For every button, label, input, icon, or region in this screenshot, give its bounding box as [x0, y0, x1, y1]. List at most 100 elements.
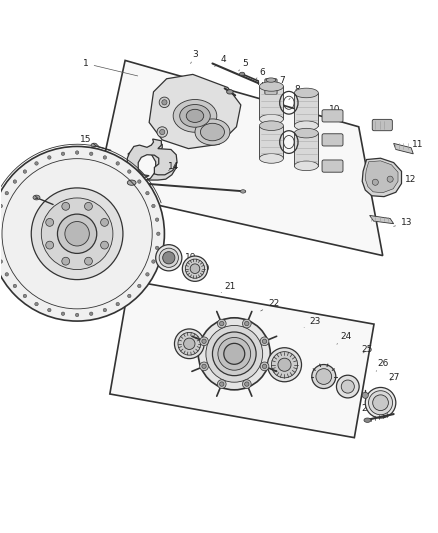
Circle shape	[152, 260, 155, 263]
Ellipse shape	[162, 252, 175, 264]
Ellipse shape	[206, 326, 263, 382]
Circle shape	[245, 321, 249, 326]
Polygon shape	[97, 60, 383, 256]
Text: 17: 17	[114, 209, 131, 219]
Circle shape	[260, 362, 269, 371]
Text: 27: 27	[388, 373, 399, 382]
Ellipse shape	[259, 154, 283, 163]
Ellipse shape	[259, 121, 283, 131]
Circle shape	[13, 284, 17, 288]
Circle shape	[103, 308, 106, 312]
Text: 15: 15	[80, 135, 99, 146]
Ellipse shape	[365, 387, 396, 418]
Circle shape	[101, 241, 109, 249]
Text: 10: 10	[326, 105, 340, 119]
Circle shape	[159, 130, 165, 135]
Ellipse shape	[368, 391, 392, 415]
Polygon shape	[259, 86, 283, 119]
Polygon shape	[149, 75, 241, 149]
Circle shape	[48, 308, 51, 312]
Text: 16: 16	[32, 192, 49, 203]
Circle shape	[116, 161, 120, 165]
Polygon shape	[127, 139, 177, 177]
Ellipse shape	[294, 121, 318, 131]
Text: 7: 7	[274, 76, 285, 90]
Ellipse shape	[240, 72, 245, 76]
Ellipse shape	[316, 369, 332, 384]
FancyBboxPatch shape	[322, 110, 343, 122]
Circle shape	[146, 272, 149, 276]
Ellipse shape	[336, 375, 359, 398]
Text: 11: 11	[405, 140, 424, 149]
Text: 22: 22	[261, 299, 279, 311]
FancyBboxPatch shape	[322, 160, 343, 172]
Circle shape	[89, 312, 93, 316]
Circle shape	[260, 337, 269, 346]
Circle shape	[262, 364, 267, 368]
Ellipse shape	[268, 348, 301, 382]
Circle shape	[89, 152, 93, 156]
Text: 1: 1	[83, 59, 138, 76]
Circle shape	[57, 214, 97, 253]
Circle shape	[65, 222, 89, 246]
Ellipse shape	[195, 119, 230, 145]
Circle shape	[46, 219, 53, 227]
Circle shape	[127, 294, 131, 298]
Circle shape	[62, 257, 70, 265]
Circle shape	[0, 204, 3, 208]
Polygon shape	[362, 158, 402, 197]
Circle shape	[387, 176, 393, 182]
Circle shape	[217, 379, 226, 389]
Text: 13: 13	[394, 219, 413, 228]
Ellipse shape	[373, 395, 389, 410]
Ellipse shape	[155, 245, 182, 271]
Ellipse shape	[224, 343, 245, 364]
Circle shape	[31, 188, 123, 280]
Ellipse shape	[266, 78, 276, 82]
Ellipse shape	[226, 90, 233, 94]
Text: 19: 19	[185, 253, 196, 265]
Circle shape	[262, 339, 267, 343]
Circle shape	[48, 156, 51, 159]
Circle shape	[41, 198, 113, 270]
Ellipse shape	[272, 352, 297, 378]
Circle shape	[61, 312, 65, 316]
Circle shape	[23, 170, 27, 173]
Ellipse shape	[91, 143, 97, 147]
Circle shape	[219, 382, 224, 386]
Text: 20: 20	[198, 264, 209, 273]
Ellipse shape	[201, 123, 224, 141]
Ellipse shape	[294, 128, 318, 138]
Ellipse shape	[190, 264, 200, 273]
Circle shape	[157, 127, 167, 138]
Ellipse shape	[185, 259, 205, 278]
Circle shape	[35, 302, 38, 306]
FancyBboxPatch shape	[372, 119, 392, 131]
Ellipse shape	[184, 338, 195, 350]
Ellipse shape	[259, 82, 283, 91]
Text: 21: 21	[221, 281, 236, 293]
Circle shape	[217, 319, 226, 328]
Circle shape	[75, 151, 79, 154]
Text: 8: 8	[289, 85, 300, 100]
Polygon shape	[394, 143, 413, 154]
Circle shape	[127, 170, 131, 173]
Polygon shape	[294, 133, 318, 166]
Text: 24: 24	[337, 332, 351, 344]
Text: 23: 23	[304, 317, 321, 328]
Circle shape	[0, 260, 3, 263]
Ellipse shape	[127, 180, 136, 185]
Ellipse shape	[178, 333, 201, 355]
Circle shape	[23, 294, 27, 298]
Circle shape	[243, 379, 251, 389]
Text: 9: 9	[306, 94, 316, 109]
Text: 26: 26	[376, 359, 389, 372]
Circle shape	[62, 203, 70, 210]
Ellipse shape	[159, 248, 178, 268]
Circle shape	[13, 180, 17, 183]
Circle shape	[200, 337, 208, 346]
Circle shape	[219, 321, 224, 326]
Circle shape	[146, 191, 149, 195]
Text: 14: 14	[167, 161, 179, 171]
Text: 12: 12	[396, 175, 417, 184]
